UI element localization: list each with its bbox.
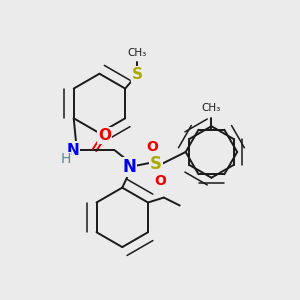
Text: S: S — [132, 67, 142, 82]
Text: CH₃: CH₃ — [128, 48, 147, 58]
Text: S: S — [150, 155, 162, 173]
Text: O: O — [98, 128, 111, 142]
Text: CH₃: CH₃ — [202, 103, 221, 113]
Text: O: O — [154, 174, 166, 188]
Text: O: O — [146, 140, 158, 154]
Text: H: H — [61, 152, 71, 166]
Text: N: N — [66, 142, 79, 158]
Text: N: N — [122, 158, 136, 176]
